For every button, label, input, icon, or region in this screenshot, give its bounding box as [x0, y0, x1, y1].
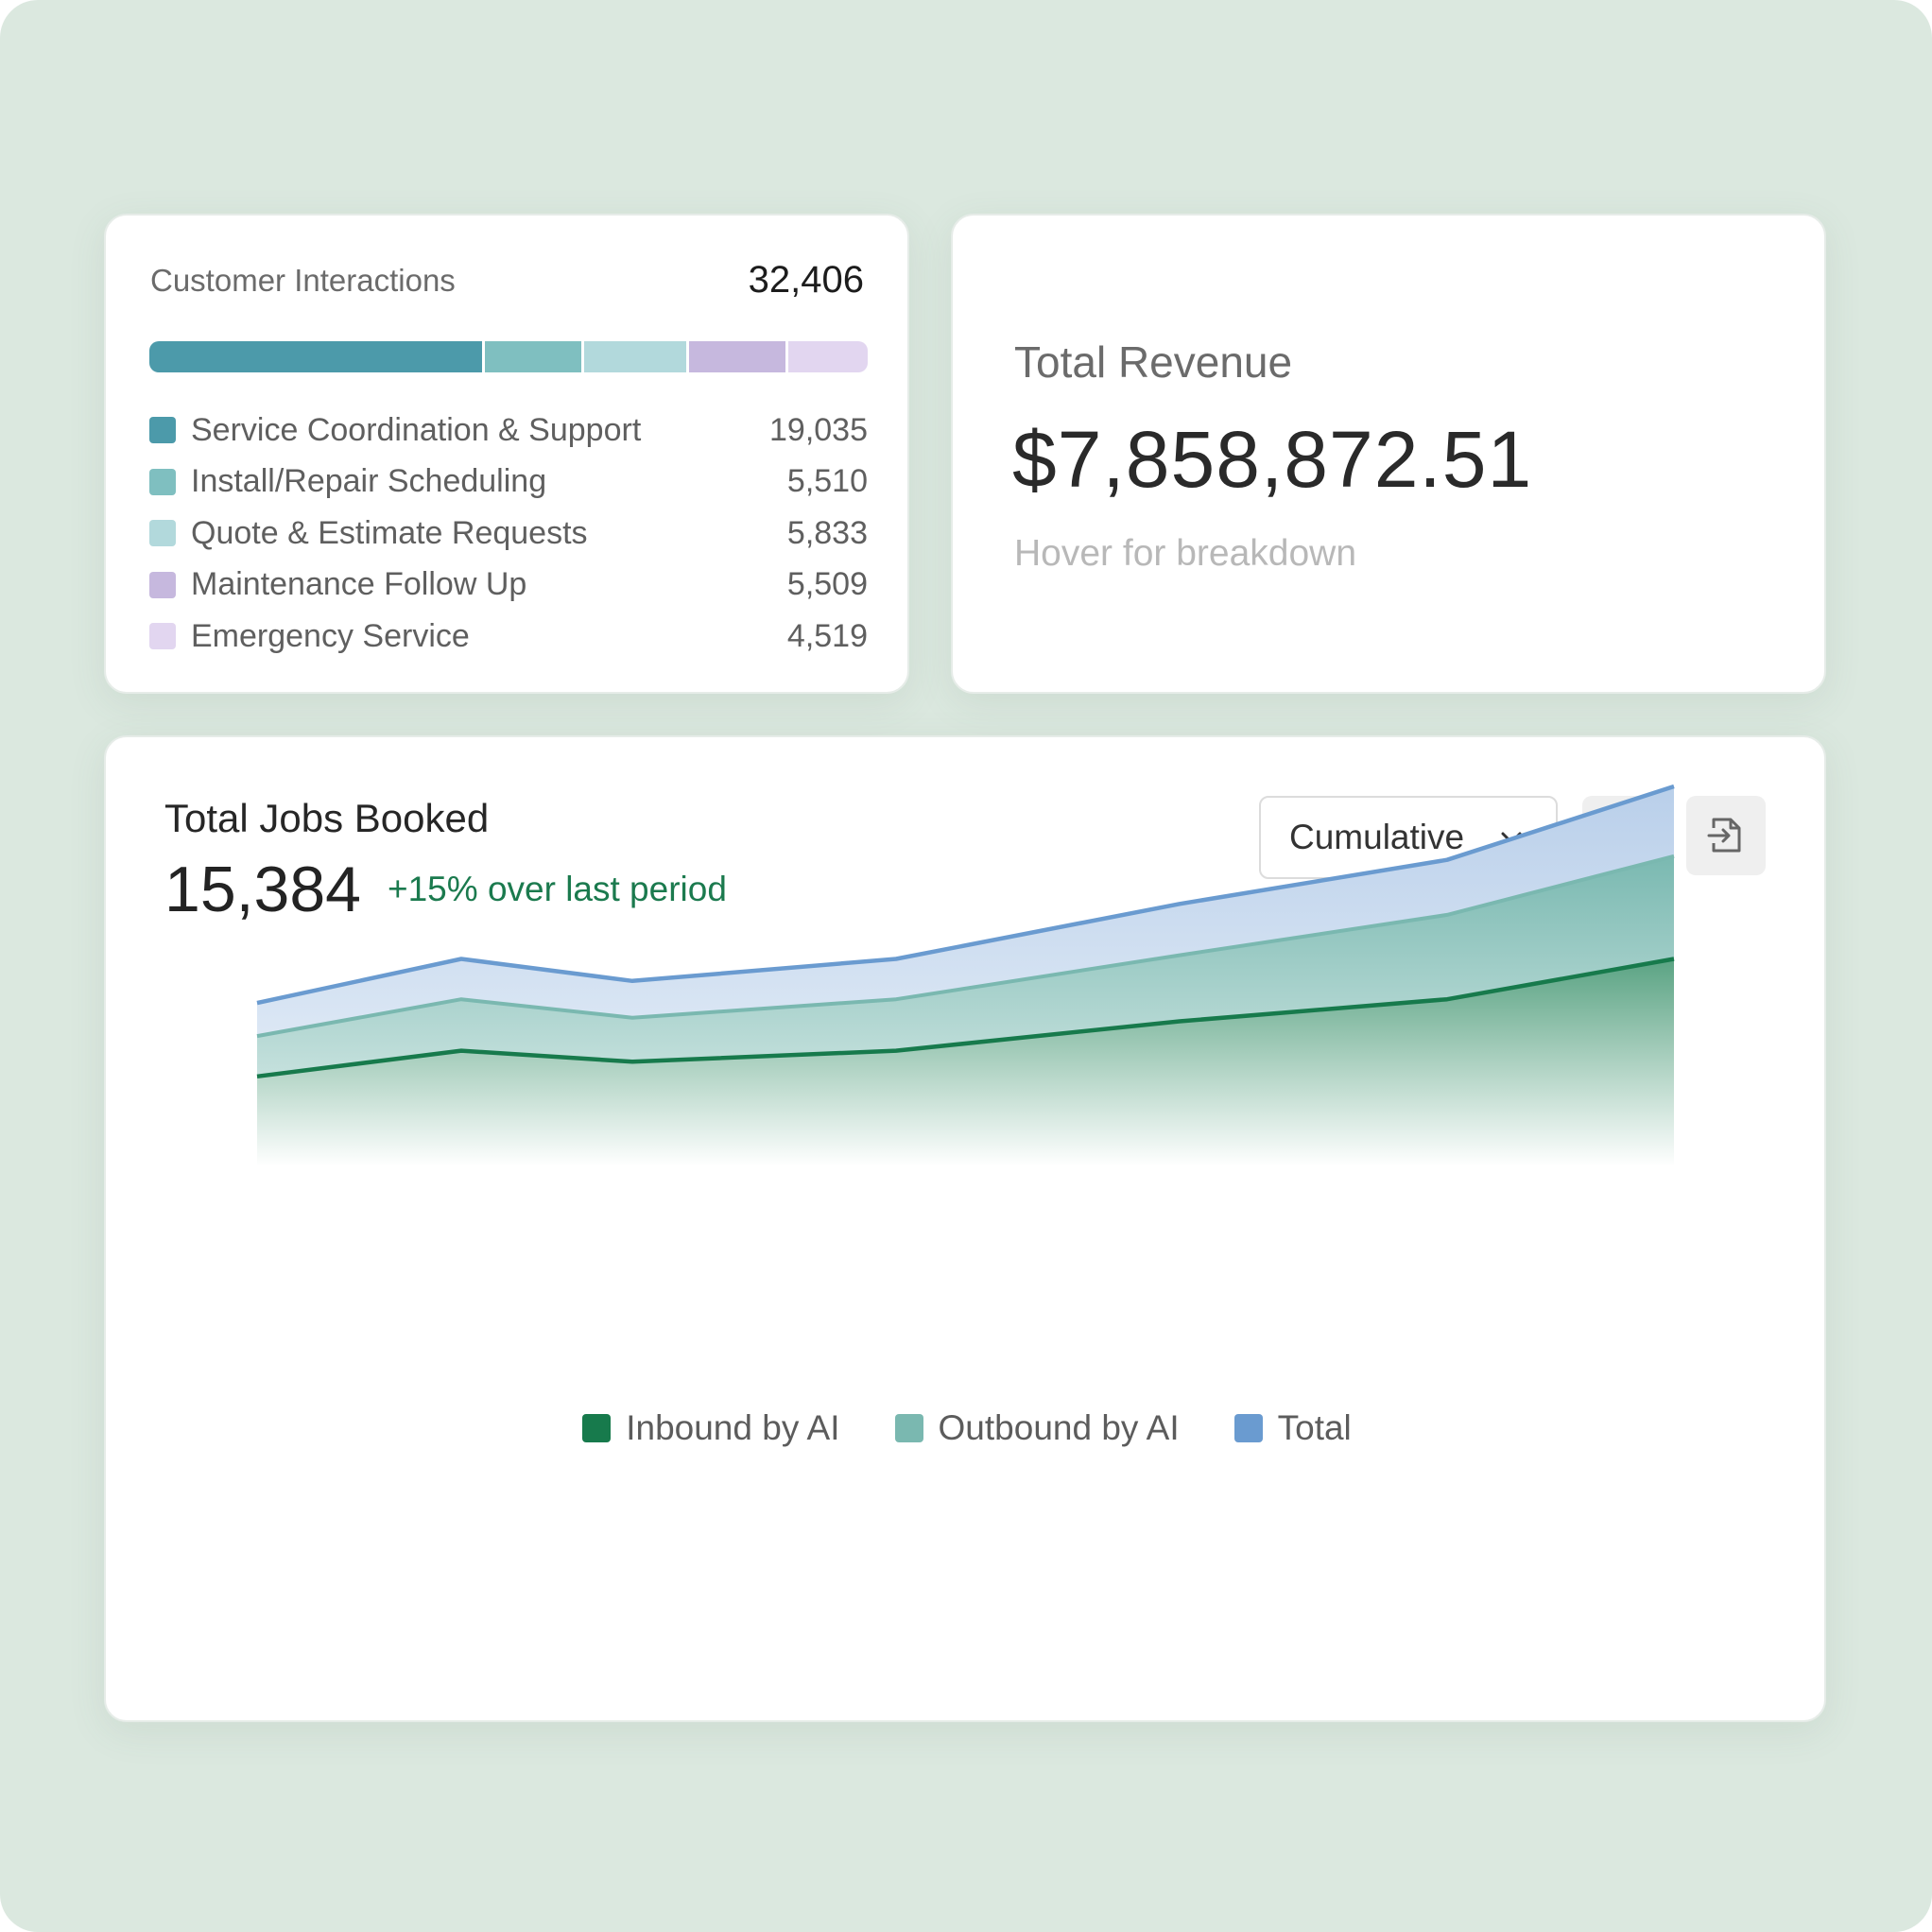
legend-value: 4,519: [786, 617, 868, 654]
legend-row-emergency: Emergency Service 4,519: [149, 611, 868, 663]
dropdown-value: Cumulative: [1289, 818, 1465, 856]
legend-label: Emergency Service: [191, 617, 470, 654]
legend-swatch: [582, 1414, 612, 1442]
bar-segment-2: [584, 341, 687, 372]
legend-swatch: [149, 623, 176, 650]
legend-swatch: [149, 417, 176, 444]
jobs-area-chart: [256, 784, 1675, 1166]
legend-row-install-repair: Install/Repair Scheduling 5,510: [149, 457, 868, 509]
customer-interactions-total: 32,406: [748, 259, 864, 301]
revenue-hint: Hover for breakdown: [1014, 533, 1357, 574]
legend-label: Service Coordination & Support: [191, 411, 642, 448]
export-button[interactable]: [1686, 796, 1766, 875]
legend-value: 5,833: [786, 514, 868, 551]
legend-swatch: [1233, 1414, 1263, 1442]
legend-value: 5,510: [786, 463, 868, 500]
interactions-legend: Service Coordination & Support 19,035 In…: [149, 405, 868, 663]
revenue-value: $7,858,872.51: [1012, 415, 1533, 504]
chart-legend: Inbound by AI Outbound by AI Total: [106, 1408, 1828, 1448]
legend-label: Maintenance Follow Up: [191, 566, 527, 603]
legend-label: Total: [1277, 1408, 1352, 1447]
legend-item-inbound: Inbound by AI: [582, 1408, 840, 1448]
legend-row-maintenance: Maintenance Follow Up 5,509: [149, 560, 868, 612]
jobs-value: 15,384: [164, 854, 361, 925]
jobs-delta: +15% over last period: [388, 870, 727, 908]
legend-label: Inbound by AI: [626, 1408, 840, 1447]
bar-segment-4: [788, 341, 868, 372]
line-total: [256, 784, 1675, 1006]
revenue-title: Total Revenue: [1014, 337, 1293, 387]
legend-value: 5,509: [786, 566, 868, 603]
legend-label: Quote & Estimate Requests: [191, 514, 588, 551]
jobs-title: Total Jobs Booked: [164, 796, 490, 840]
legend-label: Install/Repair Scheduling: [191, 463, 547, 500]
legend-swatch: [149, 468, 176, 495]
export-icon: [1707, 818, 1741, 853]
bar-segment-0: [149, 341, 483, 372]
bar-segment-3: [689, 341, 786, 372]
legend-item-total: Total: [1233, 1408, 1352, 1448]
legend-label: Outbound by AI: [938, 1408, 1180, 1447]
line-inbound: [256, 957, 1675, 1079]
line-outbound: [256, 854, 1675, 1039]
legend-row-quote-estimate: Quote & Estimate Requests 5,833: [149, 508, 868, 560]
legend-row-service-coordination: Service Coordination & Support 19,035: [149, 405, 868, 457]
legend-swatch: [149, 520, 176, 547]
legend-swatch: [149, 571, 176, 598]
jobs-booked-card: Total Jobs Booked 15,384 +15% over last …: [104, 735, 1826, 1722]
legend-item-outbound: Outbound by AI: [894, 1408, 1180, 1448]
bar-segment-1: [485, 341, 582, 372]
legend-swatch: [894, 1414, 923, 1442]
legend-value: 19,035: [769, 411, 868, 448]
interactions-stacked-bar: [149, 341, 868, 372]
customer-interactions-card: Customer Interactions 32,406 Service Coo…: [104, 214, 909, 694]
total-revenue-card[interactable]: Total Revenue $7,858,872.51 Hover for br…: [951, 214, 1826, 694]
customer-interactions-title: Customer Interactions: [150, 263, 456, 298]
